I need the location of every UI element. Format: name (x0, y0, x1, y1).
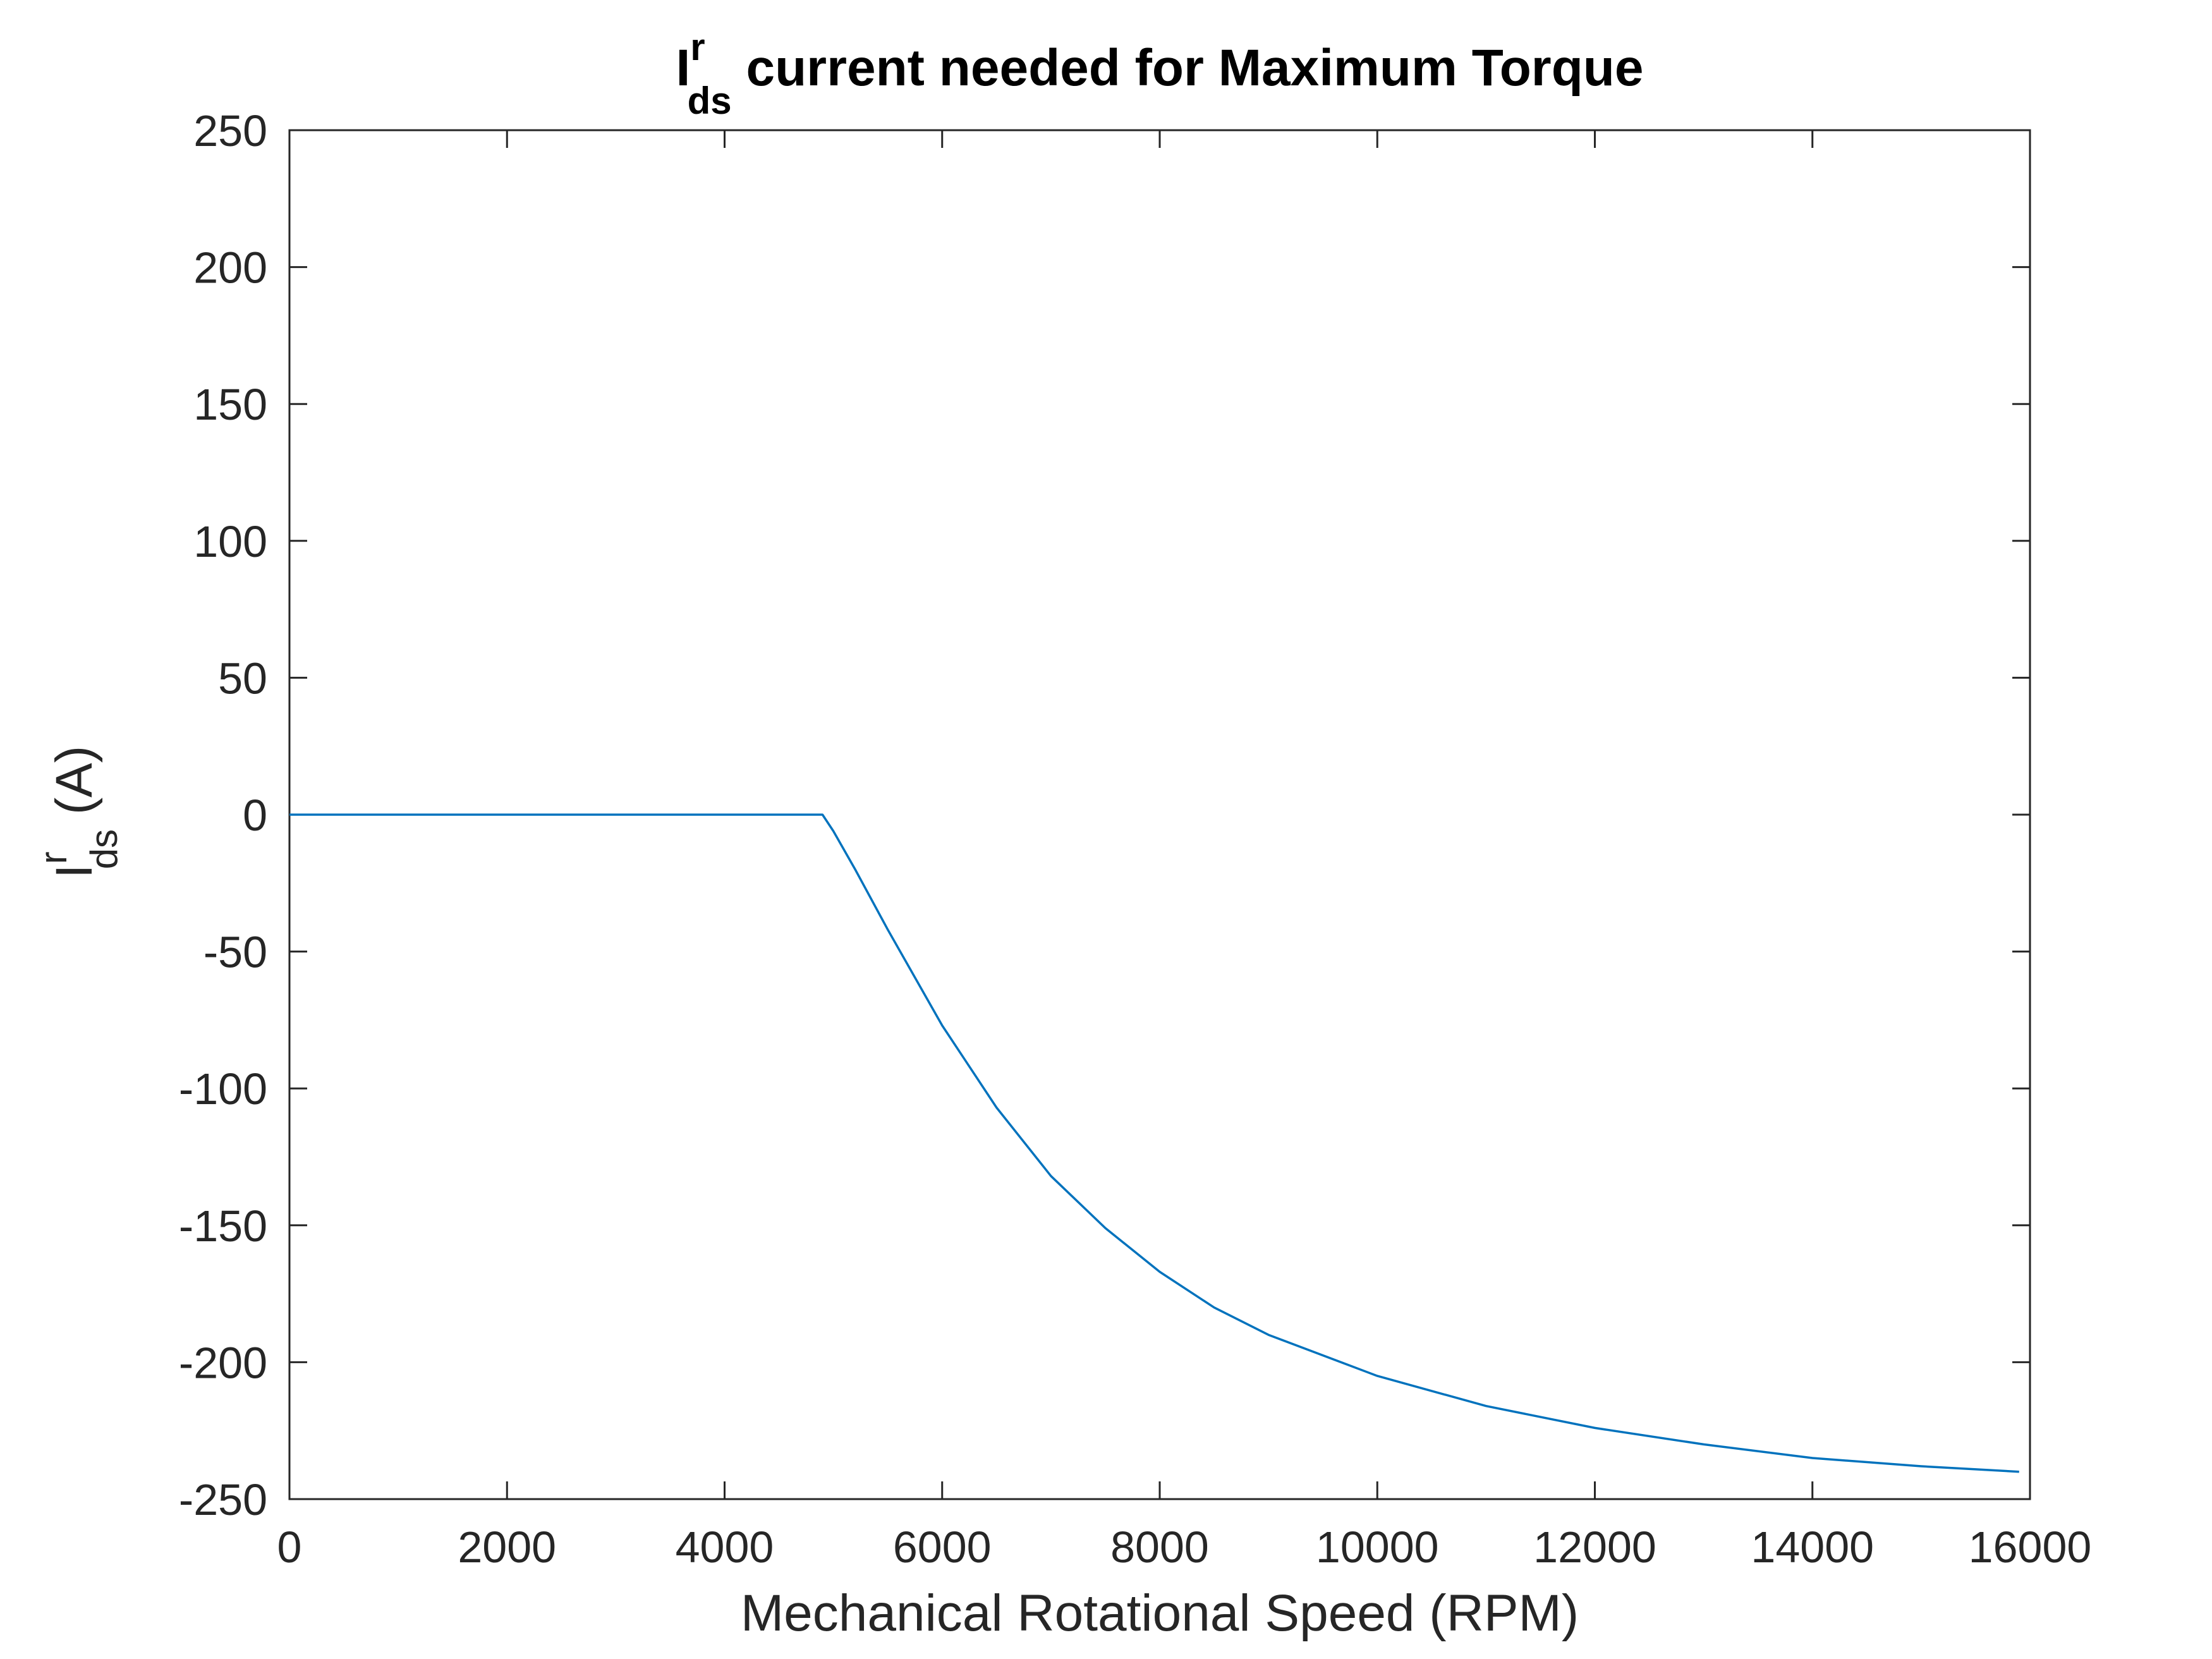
y-tick-label: 50 (218, 653, 267, 703)
x-tick-label: 8000 (1110, 1522, 1209, 1572)
x-tick-label: 2000 (458, 1522, 556, 1572)
x-axis-ticks: 0 2000 4000 6000 8000 10000 12000 14000 16000 (277, 130, 2092, 1572)
series-line (289, 813, 2019, 1473)
title-sup: r (690, 26, 705, 68)
title-main: I (676, 39, 691, 97)
x-tick-label: 10000 (1316, 1522, 1439, 1572)
y-tick-label: 250 (193, 106, 267, 155)
ylabel-main: I (46, 864, 103, 878)
y-tick-label: 200 (193, 243, 267, 293)
y-tick-label: 150 (193, 380, 267, 429)
y-tick-label: 0 (243, 791, 267, 840)
x-tick-label: 0 (277, 1522, 302, 1572)
ylabel-sup: r (32, 851, 75, 864)
x-axis-label: Mechanical Rotational Speed (RPM) (741, 1584, 1579, 1642)
series-layer (289, 813, 2019, 1473)
chart-title: Ir ds current needed for Maximum Torque (676, 26, 1644, 122)
x-tick-label: 16000 (1969, 1522, 2092, 1572)
y-tick-label: -50 (204, 928, 267, 977)
y-axis-label: Ir ds (A) (32, 746, 125, 878)
ylabel-sub: ds (83, 829, 125, 869)
y-axis-label-group: Ir ds (A) (32, 746, 125, 878)
y-tick-label: -250 (179, 1475, 267, 1524)
x-tick-label: 12000 (1533, 1522, 1656, 1572)
y-tick-label: -150 (179, 1201, 267, 1251)
x-tick-label: 4000 (676, 1522, 774, 1572)
title-rest: current needed for Maximum Torque (732, 39, 1644, 97)
x-tick-label: 6000 (893, 1522, 992, 1572)
title-sub: ds (688, 80, 732, 122)
x-tick-label: 14000 (1751, 1522, 1874, 1572)
y-axis-ticks: 250 200 150 100 50 0 -50 -100 -150 -200 -250 (179, 106, 2030, 1524)
y-tick-label: -100 (179, 1064, 267, 1114)
y-tick-label: -200 (179, 1338, 267, 1387)
ylabel-rest: (A) (46, 746, 103, 829)
y-tick-label: 100 (193, 517, 267, 566)
